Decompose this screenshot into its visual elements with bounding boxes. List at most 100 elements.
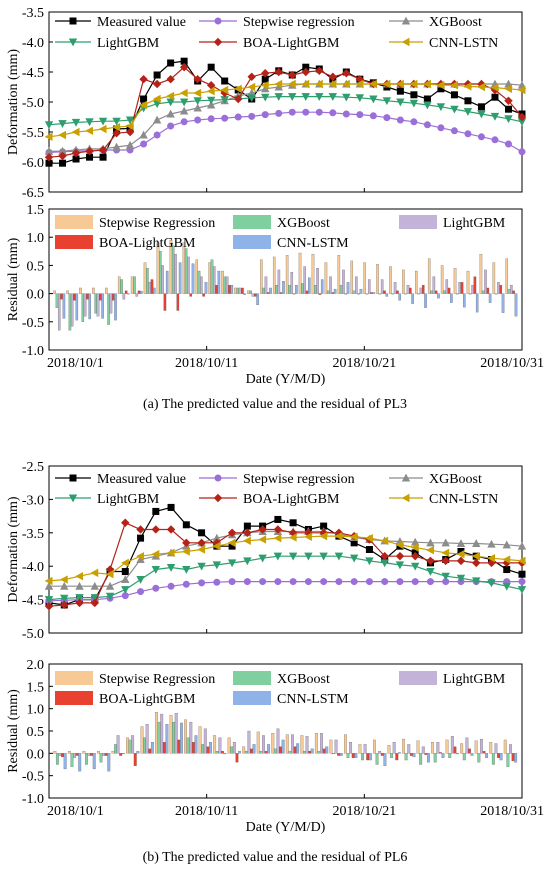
- pl3_residual-bar-res_cnn: [514, 293, 518, 317]
- pl3_residual-bar-res_stepwise: [389, 266, 392, 294]
- pl6_residual-bar-res_xgboost: [157, 721, 161, 754]
- pl3_residual-bar-res_xgboost: [494, 293, 498, 295]
- pl3_deformation-point-lightgbm: [382, 97, 392, 106]
- pl6_residual-bar-res_lightgbm: [349, 742, 353, 754]
- pl3_deformation-point-stepwise: [234, 113, 242, 121]
- pl3_residual-bar-res_stepwise: [298, 252, 302, 294]
- pl6_residual-bar-res_xgboost: [85, 753, 88, 765]
- pl3_residual-bar-res_stepwise: [260, 259, 263, 294]
- pl6_residual-bar-res_stepwise: [329, 739, 333, 754]
- pl6_deformation-point-stepwise: [198, 579, 206, 587]
- pl6_residual-bar-res_cnn: [107, 753, 111, 772]
- pl6_deformation-point-boa_lightgbm: [395, 551, 405, 561]
- pl6_deformation-point-lightgbm: [258, 554, 267, 563]
- pl6_residual-bar-res_boa: [409, 753, 413, 756]
- pl6_residual-bar-res_boa: [511, 753, 515, 762]
- pl3_residual-bar-res_cnn: [204, 282, 208, 294]
- pl3_residual-bar-res_cnn: [333, 288, 337, 294]
- pl6_deformation-point-lightgbm: [273, 552, 283, 561]
- pl3_deformation-legend-marker: [69, 17, 77, 25]
- pl3_residual-bar-res_stepwise: [427, 258, 431, 294]
- pl6_deformation-point-measured: [167, 503, 175, 511]
- pl3_residual-bar-res_cnn: [398, 293, 401, 301]
- pl3_residual-bar-res_stepwise: [337, 255, 341, 294]
- pl6_residual-bar-res_cnn: [441, 753, 445, 758]
- pl3_residual-bar-res_stepwise: [466, 270, 470, 294]
- pl6_deformation-point-stepwise: [137, 588, 145, 596]
- pl3_residual-bar-res_cnn: [385, 293, 389, 297]
- pl6_deformation-point-stepwise: [259, 578, 267, 586]
- pl6_deformation-point-cnn_lstm: [517, 556, 526, 566]
- pl3_deformation-point-boa_lightgbm: [233, 94, 243, 104]
- pl3_residual-bar-res_lightgbm: [497, 282, 500, 294]
- pl6_residual-bar-res_stepwise: [445, 739, 449, 754]
- pl6_residual-ytick-label: 0.0: [27, 747, 45, 762]
- pl6_deformation-point-xgboost: [90, 581, 99, 590]
- pl3_deformation-point-stepwise: [167, 122, 175, 130]
- pl3_deformation-point-cnn_lstm: [98, 124, 107, 134]
- pl3_residual-bar-res_xgboost: [107, 293, 110, 325]
- pl3_residual-bar-res_lightgbm: [83, 293, 87, 317]
- pl6_residual-bar-res_stepwise: [271, 733, 275, 754]
- pl6_residual-bar-res_cnn: [63, 753, 67, 770]
- pl6_deformation-point-boa_lightgbm: [182, 538, 191, 548]
- pl3_residual-xtick-label: 2018/10/1: [47, 356, 104, 371]
- pl3_residual-bar-res_xgboost: [133, 276, 136, 294]
- pl3_deformation-point-lightgbm: [98, 117, 108, 126]
- pl6_deformation-point-stepwise: [411, 578, 419, 586]
- pl3_residual-bar-res_lightgbm: [406, 285, 410, 294]
- pl3_deformation-point-lightgbm: [396, 98, 405, 107]
- pl6_deformation-point-xgboost: [502, 540, 511, 549]
- pl3_deformation-point-lightgbm: [328, 93, 338, 101]
- pl3_deformation-point-stepwise: [356, 111, 364, 119]
- pl6_residual-xtick-label: 2018/10/11: [175, 804, 238, 819]
- pl6_deformation-point-lightgbm: [212, 561, 222, 570]
- pl3_residual-bar-res_boa: [292, 293, 296, 295]
- pl6_deformation-point-boa_lightgbm: [60, 600, 69, 610]
- pl3_residual-bar-res_cnn: [191, 263, 195, 294]
- pl3_residual-bar-res_stepwise: [117, 276, 121, 294]
- pl6_residual-bar-res_xgboost: [201, 744, 205, 754]
- pl6_deformation-point-xgboost: [75, 581, 84, 590]
- pl6_deformation-point-boa_lightgbm: [472, 558, 481, 568]
- pl3_deformation-point-lightgbm: [450, 105, 459, 114]
- pl6_deformation-point-boa_lightgbm: [441, 556, 450, 566]
- pl6_residual-legend-swatch: [233, 671, 271, 685]
- pl3_residual-xtick-label: 2018/10/31: [480, 356, 544, 371]
- pl6_residual-bar-res_stepwise: [140, 726, 144, 754]
- pl3_deformation-point-stepwise: [221, 114, 229, 122]
- pl6_residual-bar-res_stepwise: [184, 719, 188, 754]
- pl3_residual-bar-res_cnn: [372, 292, 376, 294]
- pl3_residual-legend-swatch: [233, 215, 271, 229]
- pl3_deformation-point-stepwise: [248, 112, 256, 120]
- pl3_deformation-point-stepwise: [153, 131, 161, 139]
- pl6_residual-bar-res_lightgbm: [58, 753, 62, 756]
- pl6_deformation-point-lightgbm: [395, 561, 405, 570]
- pl3_residual-legend-swatch: [399, 215, 437, 229]
- pl6_deformation-point-measured: [243, 522, 251, 530]
- pl3_deformation-legend-marker: [68, 38, 78, 47]
- pl6_deformation-point-cnn_lstm: [334, 531, 343, 541]
- pl3_residual-bar-res_cnn: [501, 293, 505, 313]
- pl3_residual-bar-res_xgboost: [210, 259, 214, 294]
- pl3_residual-bar-res_stepwise: [105, 287, 108, 294]
- pl3_deformation-legend-label: BOA-LightGBM: [243, 36, 340, 51]
- pl3_deformation-point-cnn_lstm: [436, 80, 445, 90]
- pl6_deformation-point-xgboost: [60, 581, 69, 590]
- pl6_deformation-point-lightgbm: [136, 576, 145, 584]
- pl6_deformation-point-lightgbm: [426, 568, 435, 576]
- pl3_deformation-point-stepwise: [504, 140, 512, 148]
- pl6_deformation-point-boa_lightgbm: [151, 525, 161, 534]
- pl3_residual-bar-res_boa: [176, 293, 180, 311]
- pl3_residual-bar-res_boa: [512, 290, 515, 294]
- pl3_residual-bar-res_lightgbm: [187, 256, 190, 294]
- pl3_deformation-point-measured: [477, 103, 485, 111]
- pl6_residual-bar-res_boa: [119, 753, 123, 756]
- pl3_deformation-point-xgboost: [152, 115, 162, 124]
- pl6_deformation-legend-marker: [214, 474, 222, 482]
- pl6_deformation-point-lightgbm: [319, 552, 328, 561]
- pl3_residual-bar-res_xgboost: [365, 293, 369, 295]
- pl6_deformation-point-cnn_lstm: [380, 536, 389, 546]
- pl6_deformation-ytick-label: -3.5: [22, 527, 44, 542]
- pl6_deformation-point-boa_lightgbm: [136, 525, 145, 534]
